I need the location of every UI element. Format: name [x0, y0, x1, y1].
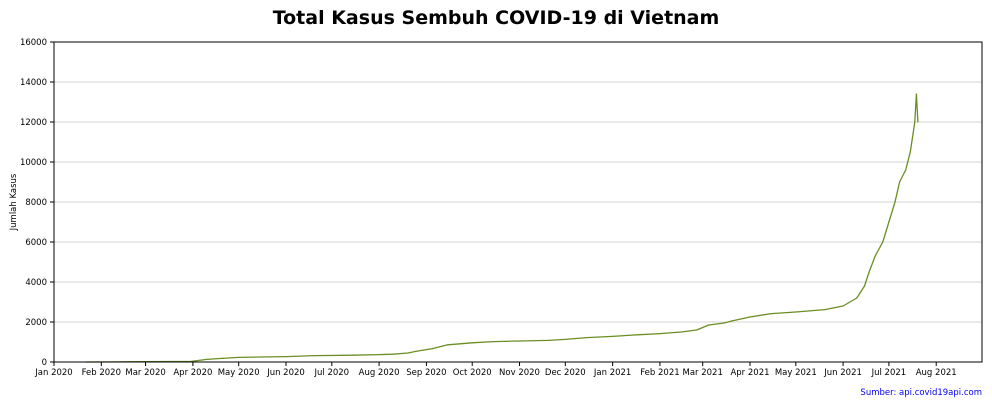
x-tick-label: Sep 2020 [406, 368, 446, 378]
data-point [221, 357, 223, 359]
data-point [731, 320, 733, 322]
data-point [415, 350, 417, 352]
data-point [285, 356, 287, 358]
data-point [659, 333, 661, 335]
data-point [795, 311, 797, 313]
y-tick-label: 6000 [25, 238, 47, 248]
x-tick-label: Aug 2021 [916, 368, 957, 378]
grid-lines [54, 81, 982, 323]
data-point [856, 297, 858, 299]
data-point [564, 338, 566, 340]
y-tick-label: 0 [42, 358, 47, 368]
x-tick-label: Feb 2020 [82, 368, 121, 378]
data-point [238, 356, 240, 358]
data-point [882, 241, 884, 243]
x-tick-label: Apr 2021 [730, 368, 769, 378]
data-point [770, 313, 772, 315]
data-point [633, 334, 635, 336]
data-point [471, 342, 473, 344]
data-point [392, 353, 394, 355]
data-point [352, 354, 354, 356]
data-point [547, 339, 550, 341]
data-point [898, 181, 901, 183]
y-tick-label: 14000 [20, 78, 47, 88]
y-tick-label: 2000 [25, 318, 47, 328]
source-note: Sumber: api.covid19api.com [860, 388, 982, 398]
data-point [492, 341, 495, 343]
axes: 0 2000 4000 6000 8000 10000 12000 14000 16000 Jan… [9, 38, 957, 378]
y-tick-label: 12000 [20, 118, 47, 128]
data-point [723, 322, 725, 324]
x-tick-label: Mar 2021 [682, 368, 722, 378]
y-tick-label: 10000 [20, 158, 47, 168]
data-point [917, 121, 919, 123]
data-point [914, 121, 916, 123]
y-tick-label: 4000 [25, 278, 47, 288]
x-tick-label: Oct 2020 [453, 368, 492, 378]
data-point [407, 352, 409, 354]
x-tick-label: Apr 2020 [173, 368, 212, 378]
data-point [905, 169, 907, 171]
data-point [314, 355, 316, 357]
x-tick-label: Feb 2021 [640, 368, 679, 378]
y-axis-label: Jumlah Kasus [9, 173, 19, 231]
data-point [695, 329, 698, 331]
data-point [909, 151, 911, 153]
data-point [708, 324, 710, 326]
x-tick-label: Jul 2020 [313, 368, 349, 378]
data-point [842, 305, 844, 307]
data-point [206, 358, 208, 360]
x-tick-label: Jan 2020 [34, 368, 72, 378]
x-tick-label: Mar 2020 [125, 368, 165, 378]
x-tick-label: Jan 2021 [593, 368, 631, 378]
data-point [888, 221, 890, 223]
data-point [894, 201, 896, 203]
data-point [874, 255, 876, 257]
data-point [863, 285, 866, 287]
x-tick-label: Jun 2020 [266, 368, 305, 378]
chart-title: Total Kasus Sembuh COVID-19 di Vietnam [272, 7, 720, 29]
x-tick-label: Jun 2021 [823, 368, 862, 378]
data-point [749, 316, 751, 318]
data-point [586, 337, 588, 339]
x-tick-label: Dec 2020 [545, 368, 586, 378]
data-point [378, 354, 380, 356]
data-point [259, 356, 261, 358]
data-point [447, 344, 449, 346]
data-point [824, 309, 826, 311]
data-point [612, 335, 614, 337]
data-point [518, 340, 521, 342]
x-tick-label: May 2020 [218, 368, 260, 378]
y-tick-label: 16000 [20, 38, 47, 48]
y-tick-label: 8000 [25, 198, 47, 208]
x-tick-label: Nov 2020 [499, 368, 540, 378]
x-tick-label: May 2021 [775, 368, 817, 378]
data-point [868, 271, 870, 273]
data-point [431, 348, 434, 350]
x-tick-label: Jul 2021 [871, 368, 907, 378]
data-point [915, 93, 917, 95]
data-point [680, 331, 682, 333]
x-tick-label: Aug 2020 [359, 368, 400, 378]
